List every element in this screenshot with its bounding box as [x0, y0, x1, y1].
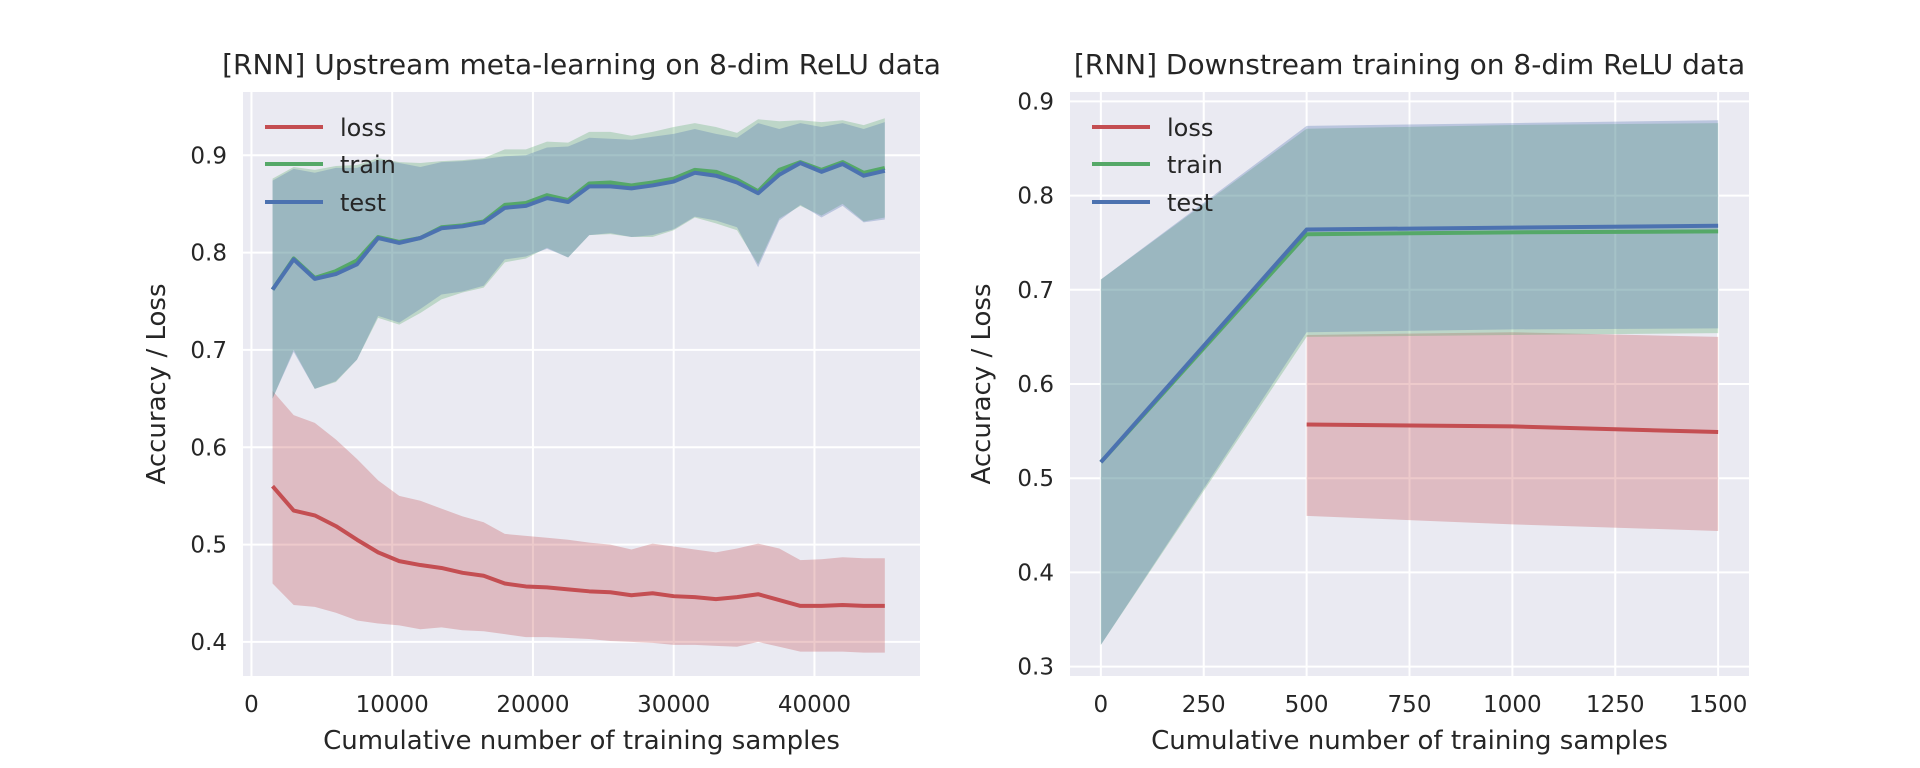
lines-upstream	[270, 160, 886, 608]
bands-upstream	[272, 118, 885, 653]
line-test	[270, 161, 886, 291]
y-tick-label: 0.5	[1017, 466, 1054, 492]
x-tick-label: 30000	[637, 692, 710, 718]
ticks-downstream: 0 250 500 750 1000 1250 1500 0.3 0.4 0.5 0.6 0.7 0.8…	[1017, 89, 1747, 718]
y-tick-label: 0.7	[190, 338, 227, 364]
legend-label-test: test	[340, 189, 386, 217]
bands-downstream	[1100, 120, 1719, 645]
legend: loss train test	[265, 114, 396, 217]
lines-downstream	[1099, 223, 1719, 464]
x-tick-label: 0	[244, 692, 259, 718]
line-test	[1099, 223, 1719, 464]
band-loss	[1306, 332, 1719, 531]
x-tick-label: 1000	[1483, 692, 1542, 718]
x-tick-label: 40000	[778, 692, 851, 718]
y-tick-label: 0.7	[1017, 278, 1054, 304]
y-tick-label: 0.3	[1017, 655, 1054, 681]
legend-label-train: train	[340, 151, 396, 179]
y-tick-label: 0.4	[1017, 560, 1054, 586]
chart-title: [RNN] Upstream meta-learning on 8-dim Re…	[222, 48, 941, 81]
legend: loss train test	[1092, 114, 1223, 217]
y-axis-label: Accuracy / Loss	[967, 283, 997, 484]
legend-label-loss: loss	[340, 114, 386, 142]
ticks-upstream: 0 10000 20000 30000 40000 0.4 0.5 0.6 0.7 0.8 0.9	[190, 143, 851, 718]
y-tick-label: 0.8	[1017, 184, 1054, 210]
legend-label-test: test	[1167, 189, 1213, 217]
band-test	[272, 122, 885, 399]
y-tick-label: 0.6	[190, 435, 227, 461]
y-tick-label: 0.9	[1017, 89, 1054, 115]
y-tick-label: 0.5	[190, 533, 227, 559]
band-loss	[272, 390, 885, 653]
chart-title: [RNN] Downstream training on 8-dim ReLU …	[1074, 48, 1745, 81]
band-test	[1100, 120, 1719, 645]
x-tick-label: 500	[1285, 692, 1329, 718]
y-tick-label: 0.6	[1017, 372, 1054, 398]
legend-label-train: train	[1167, 151, 1223, 179]
band-train	[1100, 123, 1719, 645]
y-tick-label: 0.8	[190, 241, 227, 267]
x-axis-label: Cumulative number of training samples	[1151, 726, 1668, 756]
grid-downstream	[1070, 92, 1749, 676]
line-loss	[271, 484, 885, 608]
x-tick-label: 750	[1388, 692, 1432, 718]
grid-upstream	[243, 92, 920, 676]
x-tick-label: 1250	[1586, 692, 1645, 718]
chart-upstream: 0 10000 20000 30000 400000.40.50.60.70.80.9 …	[142, 48, 941, 756]
band-train	[272, 118, 885, 399]
x-axis-label: Cumulative number of training samples	[323, 726, 840, 756]
chart-downstream: 0 250 500 750 1000 1250 1500 0.3 0.4 0.5 0.6 0.7 0.8…	[967, 48, 1749, 756]
y-axis-label: Accuracy / Loss	[142, 283, 172, 484]
x-tick-label: 0	[1094, 692, 1109, 718]
x-tick-label: 250	[1182, 692, 1226, 718]
legend-label-loss: loss	[1167, 114, 1213, 142]
y-tick-label: 0.4	[190, 630, 227, 656]
line-loss	[1306, 422, 1719, 435]
x-tick-label: 10000	[356, 692, 429, 718]
x-tick-label: 20000	[496, 692, 569, 718]
x-tick-label: 1500	[1689, 692, 1748, 718]
y-tick-label: 0.9	[190, 143, 227, 169]
